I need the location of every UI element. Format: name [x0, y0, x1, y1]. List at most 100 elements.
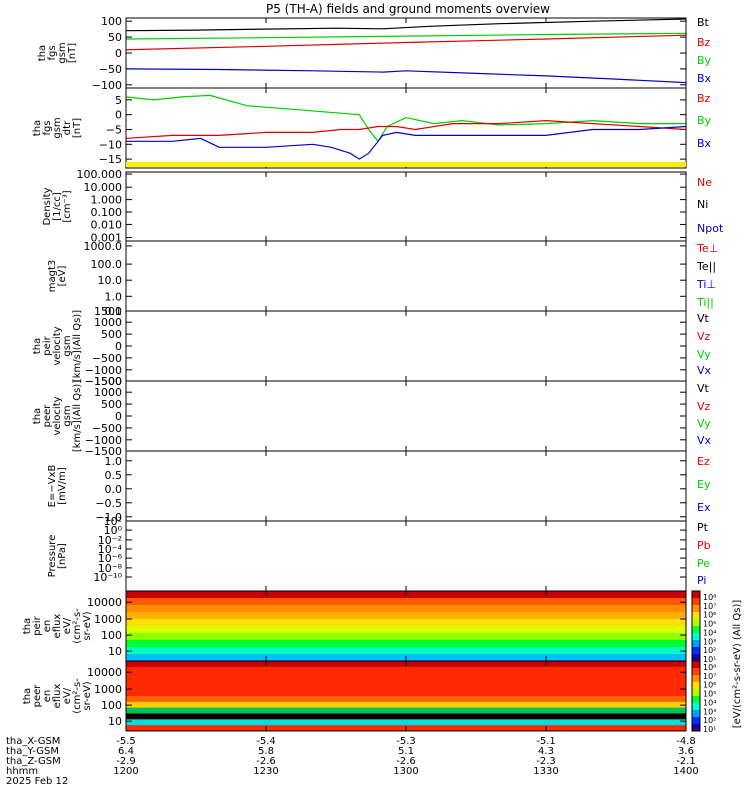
y-tick-label: −5	[106, 123, 122, 136]
y-tick-label: 100.000	[77, 168, 123, 181]
x-axis-row-value: -5.4	[256, 736, 276, 747]
panel-ylabel: peir	[32, 615, 43, 635]
colorbar-segment	[692, 668, 700, 676]
panel-ylabel: (cm²-s-	[72, 678, 83, 714]
x-axis-date: 2025 Feb 12	[6, 776, 68, 787]
y-tick-label: 1500	[94, 305, 122, 318]
panel-ylabel: tha	[32, 120, 43, 136]
legend-ti⊥: Ti⊥	[696, 278, 716, 291]
legend-npot: Npot	[697, 222, 724, 235]
spectrogram-band	[126, 707, 686, 714]
panel-ylabel: magt3	[47, 260, 58, 293]
panel-frame	[125, 520, 687, 592]
legend-vz: Vz	[697, 400, 711, 413]
colorbar-segment	[692, 689, 700, 697]
colorbar-tick-label: 10⁷	[703, 602, 716, 611]
panel-ylabel: [nT]	[67, 43, 78, 63]
legend-ni: Ni	[697, 198, 708, 211]
colorbar-segment	[692, 647, 700, 655]
legend-by: By	[697, 54, 712, 67]
x-axis-row-value: -2.6	[396, 756, 416, 767]
colorbar-tick-label: 10²	[703, 646, 716, 655]
colorbar-segment	[692, 696, 700, 704]
y-tick-label: 5	[115, 94, 122, 107]
x-axis-row-value: 6.4	[118, 746, 134, 757]
y-tick-label: 10⁻⁸	[98, 562, 123, 575]
y-tick-label: −1500	[85, 375, 122, 388]
y-tick-label: −500	[92, 352, 122, 365]
colorbar-tick-label: 10¹	[703, 655, 716, 664]
y-tick-label: 0.0	[105, 483, 123, 496]
panel-ylabel: gsm	[62, 405, 73, 426]
legend-ez: Ez	[697, 455, 710, 468]
y-tick-label: 0	[115, 340, 122, 353]
y-tick-label: 100	[101, 699, 122, 712]
legend-bx: Bx	[697, 72, 712, 85]
colorbar-tick-label: 10⁴	[703, 628, 716, 637]
x-axis-row-value: 1330	[533, 766, 558, 777]
y-tick-label: 1000.0	[84, 240, 123, 253]
legend-vz: Vz	[697, 330, 711, 343]
panel-ylabel: tha	[32, 338, 43, 354]
series-line-bz	[125, 119, 687, 139]
panel-ylabel: (cm²-s-	[72, 608, 83, 644]
y-tick-label: 0.5	[105, 469, 123, 482]
legend-pe: Pe	[697, 557, 710, 570]
colorbar-segment	[692, 612, 700, 620]
spectrogram-band	[126, 598, 686, 606]
colorbar-segment	[692, 591, 700, 599]
y-tick-label: 1.0	[105, 290, 123, 303]
colorbar-tick-label: 10⁶	[703, 611, 716, 620]
spectrogram-band	[126, 612, 686, 620]
y-tick-label: 50	[108, 31, 122, 44]
legend-vt: Vt	[697, 382, 710, 395]
panel-ylabel: velocity	[52, 326, 63, 365]
spectrogram-band	[126, 696, 686, 703]
x-axis-row-value: 1230	[253, 766, 278, 777]
legend-pi: Pi	[697, 574, 706, 587]
panel-ylabel: eV/	[62, 617, 73, 634]
colorbar-segment	[692, 654, 700, 662]
panel-ylabel: dtr	[62, 120, 73, 135]
y-tick-label: 1000	[94, 316, 122, 329]
y-tick-label: 10000	[87, 596, 122, 609]
y-tick-label: 0.1	[105, 305, 123, 318]
y-tick-label: −0.5	[95, 497, 122, 510]
panel-ylabel: peer	[32, 684, 43, 708]
y-tick-label: −15	[99, 153, 122, 166]
x-axis-row-value: -2.9	[116, 756, 136, 767]
legend-vt: Vt	[697, 312, 710, 325]
legend-bt: Bt	[697, 16, 710, 29]
panel-ylabel: en	[42, 690, 53, 703]
legend-ti||: Ti||	[696, 296, 714, 309]
legend-ey: Ey	[697, 478, 711, 491]
y-tick-label: 10	[108, 715, 122, 728]
spectrogram-band	[126, 626, 686, 634]
y-tick-label: 10⁻⁴	[98, 543, 123, 556]
colorbar-segment	[692, 724, 700, 732]
panel-ylabel: [1/cc]	[52, 192, 63, 221]
x-axis-row-label: hhmm	[6, 766, 38, 777]
legend-ex: Ex	[697, 501, 711, 514]
y-tick-label: −1.0	[95, 511, 122, 524]
y-tick-label: 100	[101, 629, 122, 642]
y-tick-label: 0	[115, 109, 122, 122]
colorbar-tick-label: 10⁵	[703, 620, 716, 629]
colorbar-label: [eV/(cm²-s-sr-eV) (All Qs)]	[732, 600, 743, 729]
colorbar-tick-label: 10⁶	[703, 681, 716, 690]
y-tick-label: 10000	[87, 666, 122, 679]
panel-frame	[125, 310, 687, 382]
x-axis-row-value: -5.3	[396, 736, 416, 747]
legend-vy: Vy	[697, 348, 711, 361]
legend-by: By	[697, 114, 712, 127]
colorbar-tick-label: 10³	[703, 707, 716, 716]
series-line-bz	[125, 34, 687, 51]
spectrogram-band	[126, 719, 686, 726]
x-axis-row-label: tha_Y-GSM	[6, 746, 59, 757]
colorbar-segment	[692, 717, 700, 725]
colorbar-segment	[692, 633, 700, 641]
y-tick-label: 0	[115, 410, 122, 423]
x-axis-row-value: -2.3	[536, 756, 556, 767]
x-axis-row-value: 5.8	[258, 746, 274, 757]
